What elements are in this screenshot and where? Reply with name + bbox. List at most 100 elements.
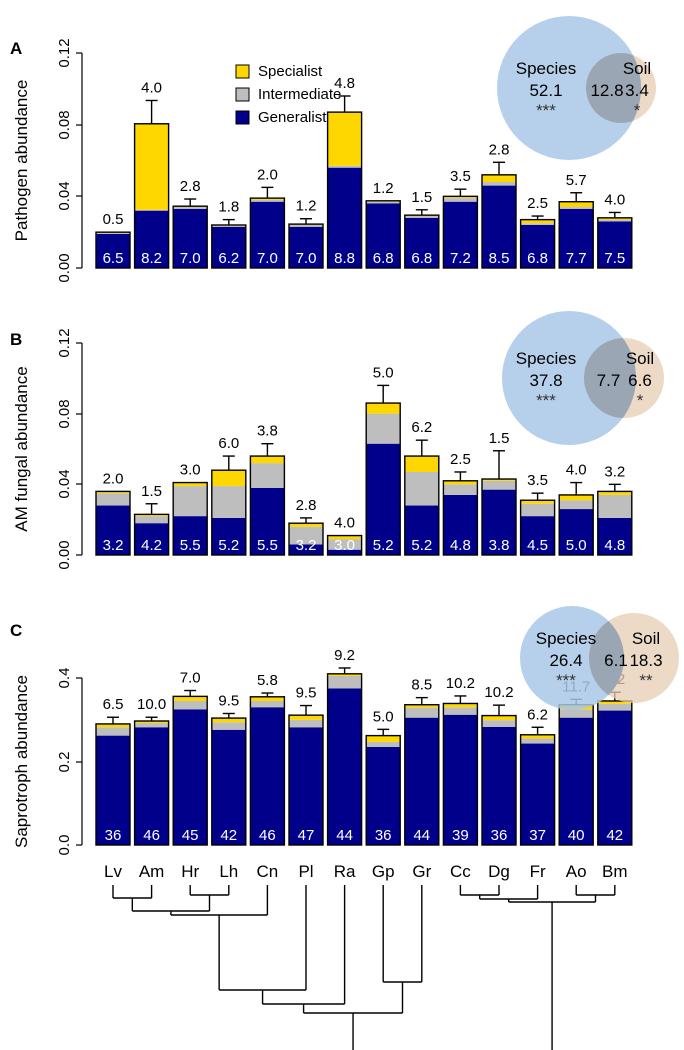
bar-segment-generalist <box>173 516 208 555</box>
data-label-bottom: 46 <box>259 827 276 844</box>
bar-ao: 5.7 7.7 <box>558 172 594 269</box>
bar-segment-specialist <box>289 523 323 527</box>
data-label-bottom: 5.5 <box>257 537 278 554</box>
venn-diagram: Species 37.8*** 7.7 Soil 6.6* <box>502 311 664 445</box>
venn-circle-species <box>497 16 641 160</box>
bar-dg: 2.8 8.5 <box>481 141 517 269</box>
bar-ra: 4.03.0 <box>326 515 363 556</box>
y-axis: 0.00 0.04 0.08 0.12 AM fungal abundance <box>12 328 83 570</box>
data-label-bottom: 7.0 <box>296 250 317 267</box>
species-axis-labels: Lv Am Hr Lh Cn Pl Ra Gp Gr Cc Dg Fr Ao Bm <box>104 862 628 881</box>
venn-soil-value: 3.4 <box>625 81 649 100</box>
data-label-bottom: 5.2 <box>218 537 239 554</box>
bar-segment-generalist <box>482 185 516 268</box>
legend-label-intermediate: Intermediate <box>258 86 341 103</box>
bar-segment-specialist <box>597 217 632 220</box>
bar-segment-generalist <box>134 727 169 845</box>
bar-segment-intermediate <box>134 516 169 524</box>
bar-bm: 3.2 4.8 <box>597 463 633 556</box>
bar-cn: 2.0 7.0 <box>249 166 286 269</box>
data-label-top: 1.5 <box>489 430 510 447</box>
bar-segment-generalist <box>289 226 323 268</box>
bar-hr: 2.8 7.0 <box>172 178 208 269</box>
venn-soil-significance: * <box>634 101 641 120</box>
bar-segment-intermediate <box>366 413 401 444</box>
venn-soil-value: 18.3 <box>629 651 662 670</box>
data-label-bottom: 46 <box>143 827 160 844</box>
bar-gp: 1.2 6.8 <box>365 180 401 269</box>
bar-am: 1.5 4.2 <box>133 483 170 556</box>
bar-segment-specialist <box>404 704 439 708</box>
panel-letter: C <box>10 621 22 640</box>
bar-segment-generalist <box>327 688 362 845</box>
bar-cc: 10.2 39 <box>442 675 479 846</box>
bar-segment-generalist <box>289 727 323 845</box>
data-label-top: 4.0 <box>334 515 355 532</box>
data-label-top: 1.2 <box>373 180 394 197</box>
y-axis: 0.0 0.2 0.4 Saprotroph abundance <box>12 668 83 856</box>
bar-lh: 1.8 6.2 <box>211 199 247 269</box>
bar-segment-generalist <box>250 487 285 555</box>
bar-outline <box>172 481 208 556</box>
venn-species-significance: *** <box>536 101 556 120</box>
data-label-top: 3.8 <box>257 423 278 440</box>
bar-segment-specialist <box>366 735 401 742</box>
bar-segment-specialist <box>443 703 478 708</box>
bar-segment-generalist <box>559 717 594 845</box>
bar-segment-intermediate <box>327 539 362 550</box>
bar-bm: 7.242 <box>597 671 633 846</box>
data-label-bottom: 7.2 <box>450 250 471 267</box>
bar-segment-generalist <box>96 735 130 845</box>
bar-segment-intermediate <box>289 225 323 227</box>
data-label-top: 1.8 <box>218 199 239 216</box>
data-label-bottom: 45 <box>182 827 199 844</box>
panel-letter: B <box>10 330 22 349</box>
phylogeny-tree <box>112 885 616 1050</box>
bar-hr: 7.0 45 <box>172 670 208 846</box>
bar-segment-generalist <box>250 201 285 268</box>
bar-segment-generalist <box>96 233 130 268</box>
bar-segment-intermediate <box>559 500 594 510</box>
y-tick-label: 0.00 <box>56 253 73 282</box>
data-label-top: 6.0 <box>218 435 239 452</box>
species-label-pl: Pl <box>298 862 313 881</box>
bar-segment-intermediate <box>250 199 285 202</box>
data-label-top: 6.5 <box>103 696 124 713</box>
data-label-bottom: 6.8 <box>527 250 548 267</box>
panel-c: C 0.0 0.2 0.4 Saprotroph abundance 6.5 36 10.0 4… <box>10 606 679 855</box>
data-label-top: 9.2 <box>334 647 355 664</box>
bar-fr: 3.5 4.5 <box>519 472 556 556</box>
species-label-bm: Bm <box>602 862 628 881</box>
bar-segment-specialist <box>559 494 594 501</box>
species-label-hr: Hr <box>181 862 199 881</box>
data-label-bottom: 7.0 <box>257 250 278 267</box>
bar-segment-intermediate <box>404 216 439 218</box>
bar-segment-intermediate <box>211 225 246 227</box>
bar-segment-intermediate <box>404 471 439 506</box>
bars: 2.03.21.54.23.05.56.05.23.85.52.83.24.03… <box>95 364 633 556</box>
bar-segment-generalist <box>520 516 555 555</box>
bar-segment-generalist <box>520 743 555 845</box>
bar-hr: 3.0 5.5 <box>172 462 208 556</box>
bar-segment-generalist <box>482 489 516 555</box>
venn-soil-significance: ** <box>639 671 653 690</box>
y-tick-label: 0.04 <box>56 469 73 498</box>
venn-overlap-value: 12.8 <box>590 81 623 100</box>
species-label-lh: Lh <box>219 862 238 881</box>
y-tick-label: 0.0 <box>56 835 73 856</box>
bar-segment-specialist <box>327 535 362 540</box>
species-label-gr: Gr <box>412 862 431 881</box>
venn-soil-label: Soil <box>632 629 660 648</box>
data-label-bottom: 5.2 <box>373 537 394 554</box>
data-label-top: 2.0 <box>103 470 124 487</box>
bar-segment-intermediate <box>173 486 208 517</box>
species-label-gp: Gp <box>372 862 395 881</box>
data-label-top: 2.0 <box>257 166 278 183</box>
bar-dg: 1.5 3.8 <box>481 430 517 556</box>
bar-segment-intermediate <box>597 219 632 222</box>
y-tick-label: 0.12 <box>56 328 73 357</box>
bar-segment-intermediate <box>559 709 594 718</box>
bar-am: 10.0 46 <box>133 696 170 846</box>
venn-species-label: Species <box>536 629 596 648</box>
data-label-top: 3.2 <box>604 463 625 480</box>
